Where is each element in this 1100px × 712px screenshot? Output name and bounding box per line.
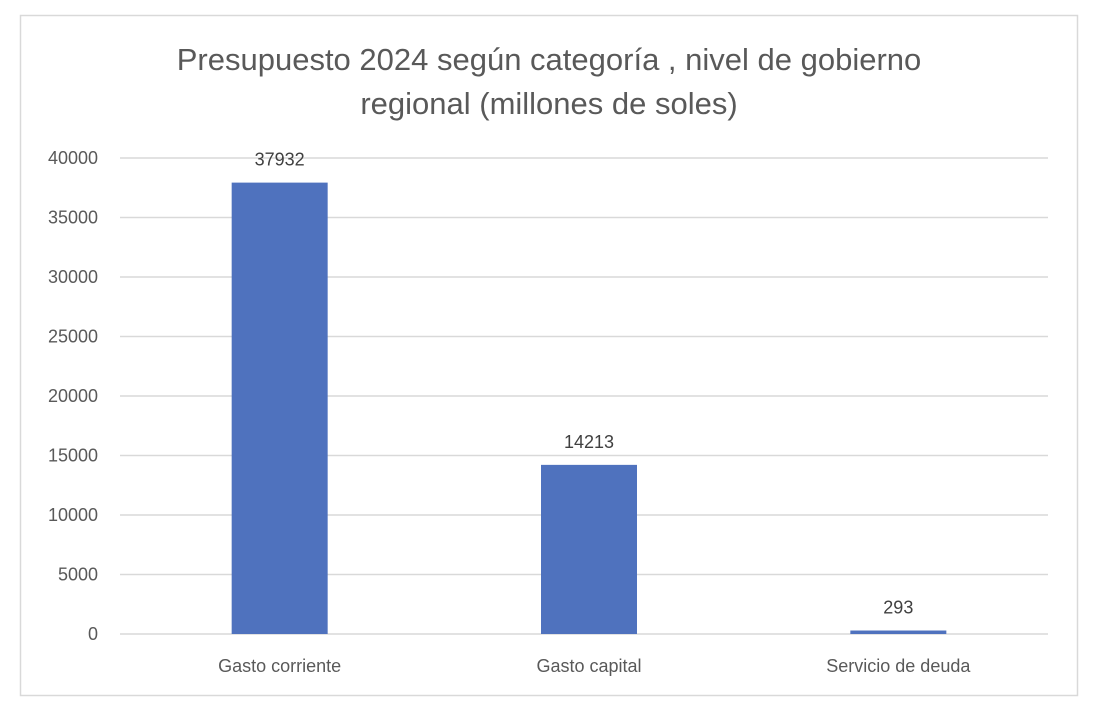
y-tick-label: 35000: [48, 208, 98, 228]
x-category-label: Gasto corriente: [218, 656, 341, 676]
chart-title-line-2: regional (millones de soles): [360, 86, 737, 121]
chart-title-line-1: Presupuesto 2024 según categoría , nivel…: [177, 42, 922, 77]
data-label: 293: [883, 598, 913, 618]
y-tick-label: 0: [88, 624, 98, 644]
y-tick-label: 25000: [48, 327, 98, 347]
data-label: 14213: [564, 432, 614, 452]
y-tick-label: 40000: [48, 148, 98, 168]
x-category-label: Servicio de deuda: [826, 656, 971, 676]
y-tick-label: 30000: [48, 267, 98, 287]
bar: [231, 182, 328, 635]
y-tick-label: 20000: [48, 386, 98, 406]
x-category-label: Gasto capital: [536, 656, 641, 676]
y-tick-label: 5000: [58, 565, 98, 585]
bar: [541, 464, 637, 634]
data-label: 37932: [255, 150, 305, 170]
bar: [850, 630, 947, 634]
y-tick-label: 10000: [48, 505, 98, 525]
y-tick-label: 15000: [48, 446, 98, 466]
